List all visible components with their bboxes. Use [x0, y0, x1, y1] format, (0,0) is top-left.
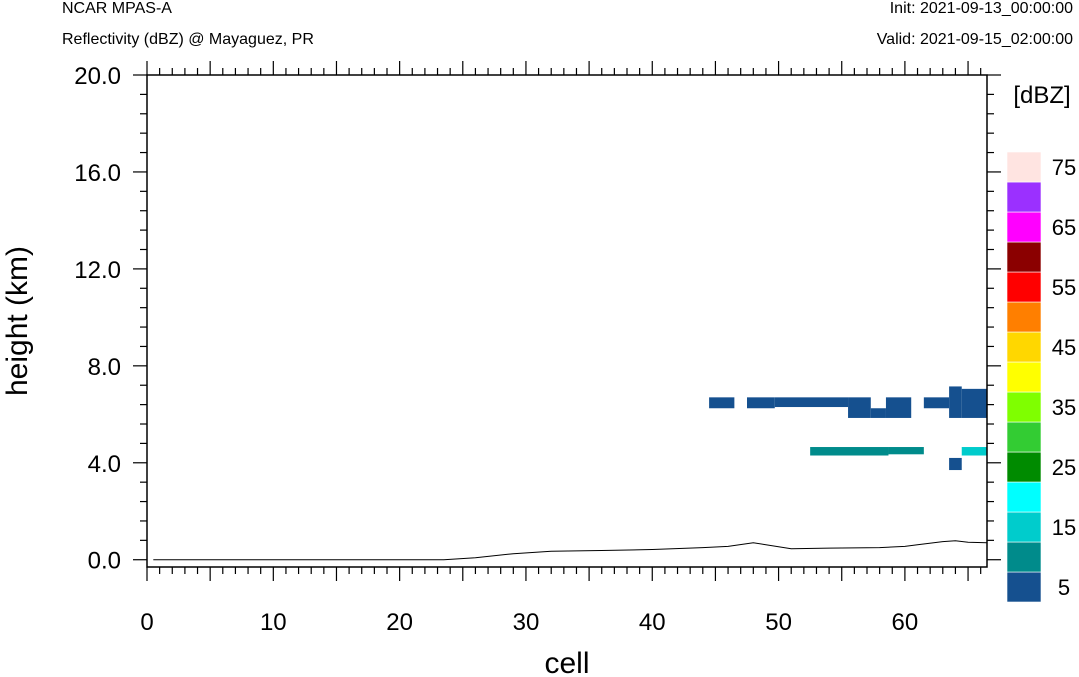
colorbar-tick-label: 5	[1058, 575, 1070, 600]
colorbar: 5 15 25 35 45 55 65 75	[1006, 151, 1076, 603]
field-subtitle: Reflectivity (dBZ) @ Mayaguez, PR	[62, 31, 314, 48]
axis-ticks	[133, 61, 1001, 581]
colorbar-swatch	[1006, 421, 1042, 453]
init-time: Init: 2021-09-13_00:00:00	[889, 0, 1073, 17]
terrain-layer	[153, 540, 988, 561]
colorbar-swatch	[1006, 331, 1042, 363]
y-tick-label: 16.0	[74, 160, 121, 187]
y-tick-label: 4.0	[88, 451, 121, 478]
reflectivity-cell	[961, 447, 987, 456]
reflectivity-cell	[949, 457, 962, 471]
colorbar-swatch	[1006, 571, 1042, 603]
colorbar-swatch	[1006, 151, 1042, 183]
x-tick-label: 40	[639, 609, 666, 636]
reflectivity-cell	[709, 397, 735, 409]
valid-time: Valid: 2021-09-15_02:00:00	[876, 31, 1073, 48]
x-axis-title: cell	[544, 647, 589, 677]
reflectivity-cells	[709, 386, 987, 471]
colorbar-swatch	[1006, 451, 1042, 483]
reflectivity-cell	[848, 397, 871, 418]
colorbar-swatch	[1006, 391, 1042, 423]
x-tick-label: 10	[260, 609, 287, 636]
reflectivity-cell	[923, 397, 950, 409]
reflectivity-cell	[961, 388, 987, 418]
colorbar-tick-label: 65	[1052, 215, 1076, 240]
x-tick-label: 60	[892, 609, 919, 636]
colorbar-swatch	[1006, 301, 1042, 333]
reflectivity-cell	[810, 447, 889, 456]
colorbar-swatch	[1006, 481, 1042, 513]
colorbar-tick-label: 55	[1052, 275, 1076, 300]
colorbar-swatch	[1006, 181, 1042, 213]
terrain-line	[153, 540, 988, 561]
y-tick-label: 12.0	[74, 257, 121, 284]
colorbar-swatch	[1006, 211, 1042, 243]
y-axis-title: height (km)	[1, 246, 34, 396]
x-tick-labels: 0 10 20 30 40 50 60	[140, 609, 918, 636]
x-tick-label: 20	[386, 609, 413, 636]
colorbar-tick-label: 75	[1052, 155, 1076, 180]
reflectivity-cell	[747, 397, 775, 409]
model-title: NCAR MPAS-A	[62, 0, 172, 17]
colorbar-tick-label: 35	[1052, 395, 1076, 420]
colorbar-tick-label: 45	[1052, 335, 1076, 360]
x-tick-label: 30	[513, 609, 540, 636]
colorbar-swatch	[1006, 541, 1042, 573]
x-tick-label: 0	[140, 609, 153, 636]
colorbar-swatch	[1006, 511, 1042, 543]
colorbar-swatch	[1006, 271, 1042, 303]
colorbar-units-label: [dBZ]	[1013, 82, 1070, 109]
plot-frame	[146, 74, 988, 568]
y-tick-label: 20.0	[74, 63, 121, 90]
colorbar-swatch	[1006, 241, 1042, 273]
y-tick-label: 0.0	[88, 548, 121, 575]
x-tick-label: 50	[765, 609, 792, 636]
reflectivity-cell	[774, 397, 849, 408]
colorbar-swatch	[1006, 361, 1042, 393]
y-tick-labels: 0.0 4.0 8.0 12.0 16.0 20.0	[74, 63, 121, 575]
reflectivity-cell	[888, 447, 924, 455]
colorbar-tick-label: 25	[1052, 455, 1076, 480]
reflectivity-cell	[870, 408, 886, 418]
y-tick-label: 8.0	[88, 354, 121, 381]
reflectivity-cell	[949, 386, 962, 418]
reflectivity-cell	[885, 397, 912, 418]
colorbar-tick-label: 15	[1052, 515, 1076, 540]
